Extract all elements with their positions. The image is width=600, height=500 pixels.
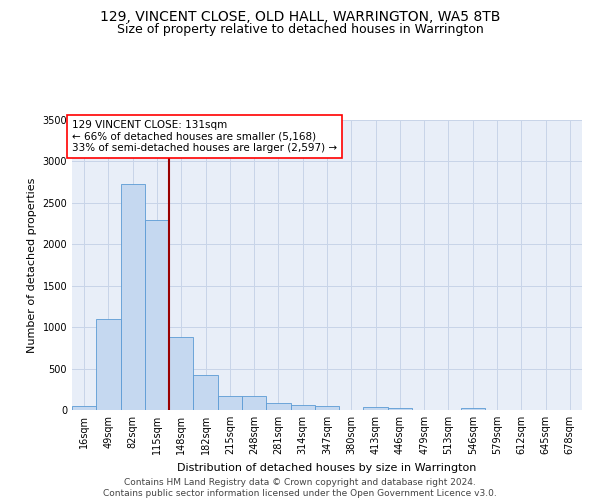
Bar — [145, 220, 169, 410]
X-axis label: Distribution of detached houses by size in Warrington: Distribution of detached houses by size … — [178, 462, 476, 472]
Bar — [121, 184, 145, 410]
Bar — [315, 406, 339, 410]
Bar — [193, 375, 218, 410]
Y-axis label: Number of detached properties: Number of detached properties — [27, 178, 37, 352]
Bar — [461, 408, 485, 410]
Bar — [266, 402, 290, 410]
Bar — [290, 405, 315, 410]
Bar — [242, 396, 266, 410]
Text: Contains HM Land Registry data © Crown copyright and database right 2024.
Contai: Contains HM Land Registry data © Crown c… — [103, 478, 497, 498]
Bar — [218, 396, 242, 410]
Text: Size of property relative to detached houses in Warrington: Size of property relative to detached ho… — [116, 22, 484, 36]
Bar — [96, 319, 121, 410]
Bar — [388, 408, 412, 410]
Text: 129, VINCENT CLOSE, OLD HALL, WARRINGTON, WA5 8TB: 129, VINCENT CLOSE, OLD HALL, WARRINGTON… — [100, 10, 500, 24]
Bar — [364, 407, 388, 410]
Bar — [169, 337, 193, 410]
Text: 129 VINCENT CLOSE: 131sqm
← 66% of detached houses are smaller (5,168)
33% of se: 129 VINCENT CLOSE: 131sqm ← 66% of detac… — [72, 120, 337, 153]
Bar — [72, 406, 96, 410]
